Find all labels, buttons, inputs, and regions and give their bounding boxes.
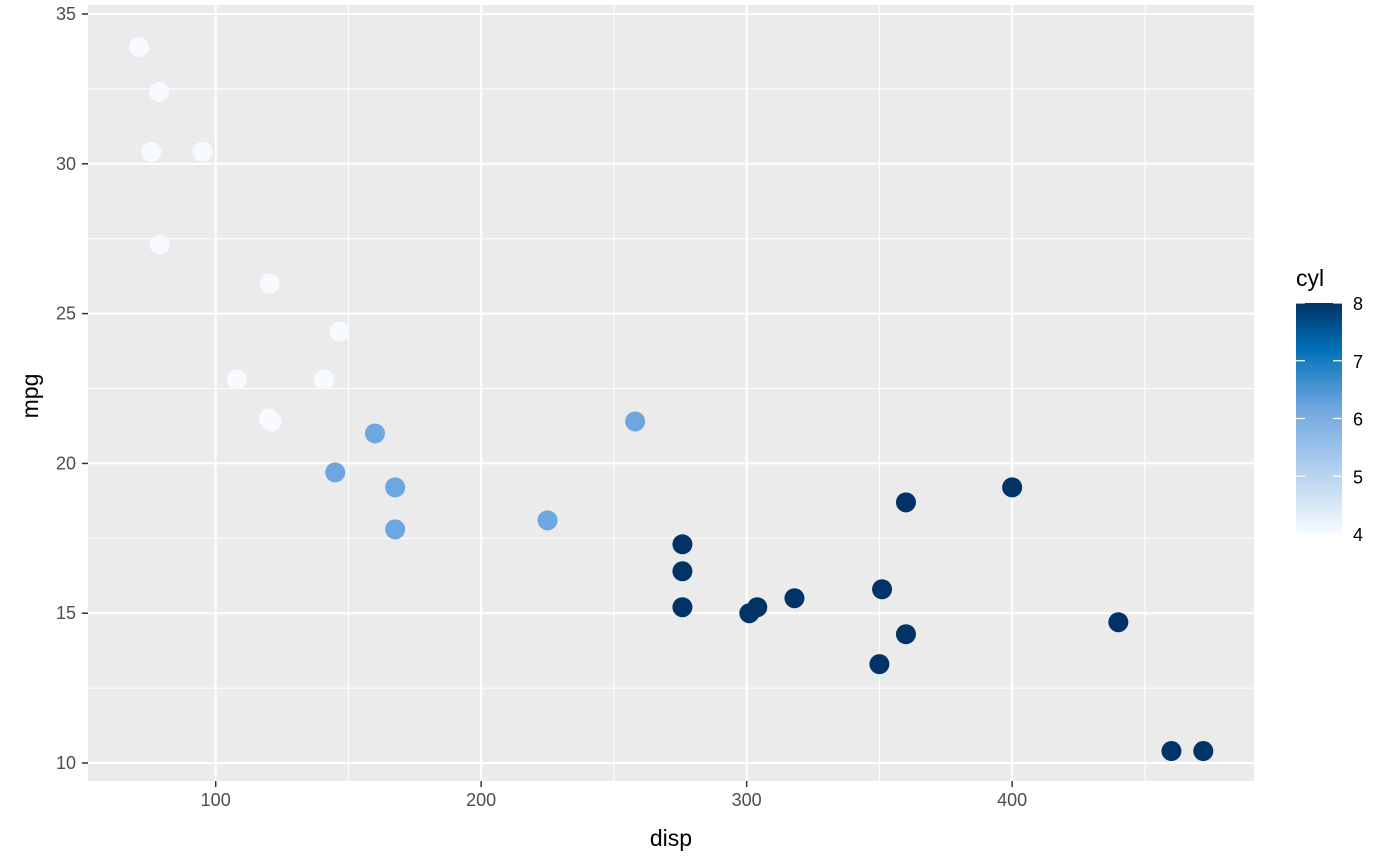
data-point <box>1108 612 1129 633</box>
data-point <box>869 654 890 675</box>
data-point <box>784 588 805 609</box>
data-point <box>1002 477 1023 498</box>
x-axis-title: disp <box>650 825 692 851</box>
y-tick-label: 15 <box>56 603 76 623</box>
data-point <box>259 273 280 294</box>
legend-label: 5 <box>1353 467 1363 487</box>
data-point <box>747 597 768 618</box>
data-point <box>329 321 350 342</box>
data-point <box>149 234 170 255</box>
color-legend: cyl 4 5 6 7 8 <box>1296 265 1363 545</box>
legend-label: 4 <box>1353 525 1363 545</box>
legend-label: 7 <box>1353 352 1363 372</box>
x-tick-label: 400 <box>997 790 1027 810</box>
x-tick-label: 100 <box>201 790 231 810</box>
data-point <box>895 624 916 645</box>
data-point <box>314 369 335 390</box>
legend-label: 8 <box>1353 294 1363 314</box>
y-tick-label: 10 <box>56 753 76 773</box>
x-tick-label: 200 <box>466 790 496 810</box>
x-tick-label: 300 <box>732 790 762 810</box>
x-axis: 100 200 300 400 <box>201 781 1027 810</box>
y-axis: 10 15 20 25 30 35 <box>56 4 88 773</box>
data-point <box>672 597 693 618</box>
data-point <box>149 81 170 102</box>
major-gridlines <box>88 5 1254 781</box>
data-point <box>141 141 162 162</box>
y-tick-label: 25 <box>56 304 76 324</box>
legend-title: cyl <box>1296 265 1324 291</box>
y-tick-label: 20 <box>56 453 76 473</box>
y-tick-label: 30 <box>56 154 76 174</box>
data-point <box>672 561 693 582</box>
data-point <box>226 369 247 390</box>
data-point <box>1193 741 1214 762</box>
data-point <box>625 411 646 432</box>
data-point <box>1161 741 1182 762</box>
data-point <box>385 519 406 540</box>
data-point <box>261 411 282 432</box>
data-point <box>385 477 406 498</box>
data-point <box>192 141 213 162</box>
legend-ticks: 4 5 6 7 8 <box>1296 294 1363 545</box>
data-point <box>537 510 558 531</box>
y-axis-title: mpg <box>17 374 43 419</box>
plot-panel <box>88 5 1254 781</box>
data-point <box>872 579 893 600</box>
y-tick-label: 35 <box>56 4 76 24</box>
data-point <box>325 462 346 483</box>
data-point <box>128 36 149 57</box>
data-point <box>895 492 916 513</box>
data-point <box>672 534 693 555</box>
minor-gridlines <box>88 5 1254 781</box>
legend-label: 6 <box>1353 410 1363 430</box>
data-point <box>364 423 385 444</box>
data-points <box>128 36 1214 762</box>
